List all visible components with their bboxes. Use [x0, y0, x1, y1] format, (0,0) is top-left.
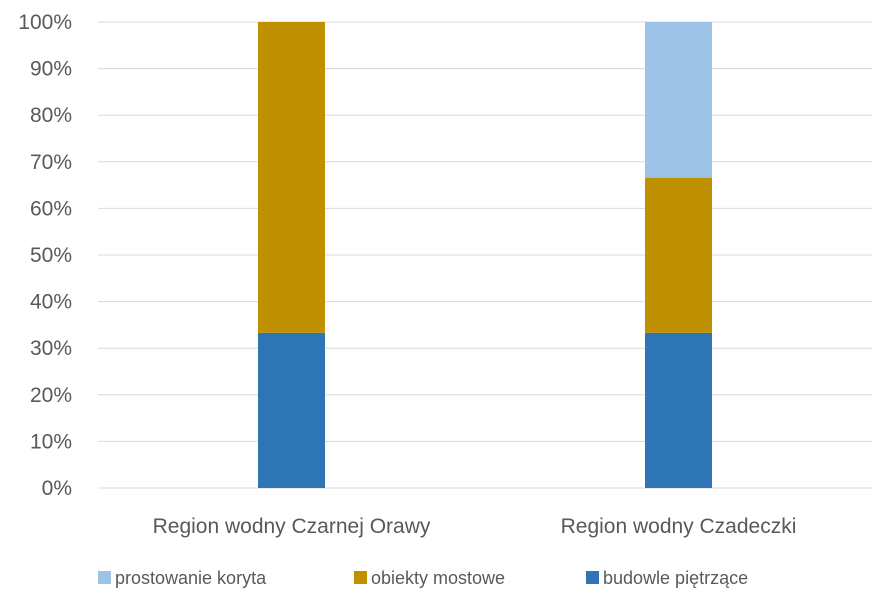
y-tick-label: 70%	[30, 151, 72, 174]
category-label: Region wodny Czadeczki	[561, 515, 797, 538]
y-tick-label: 80%	[30, 104, 72, 127]
category-label: Region wodny Czarnej Orawy	[153, 515, 431, 538]
legend: prostowanie koryta obiekty mostowe budowle…	[98, 568, 748, 588]
y-axis-tick-labels: 0% 10% 20% 30% 40% 50% 60% 70% 80% 90% 100%	[18, 11, 72, 500]
bar-segment-budowle-piętrzące	[645, 332, 712, 488]
x-axis-category-labels: Region wodny Czarnej Orawy Region wodny C…	[153, 515, 797, 538]
legend-label: budowle piętrzące	[603, 568, 748, 588]
bar-segment-prostowanie-koryta	[645, 22, 712, 178]
bars	[258, 22, 712, 488]
y-tick-label: 30%	[30, 337, 72, 360]
legend-swatch	[586, 571, 599, 584]
y-tick-label: 100%	[18, 11, 72, 34]
legend-swatch	[98, 571, 111, 584]
y-tick-label: 0%	[42, 477, 72, 500]
y-tick-label: 90%	[30, 58, 72, 81]
y-tick-label: 10%	[30, 430, 72, 453]
gridlines	[98, 21, 872, 489]
legend-label: prostowanie koryta	[115, 568, 267, 588]
y-tick-label: 20%	[30, 384, 72, 407]
legend-label: obiekty mostowe	[371, 568, 505, 588]
y-tick-label: 40%	[30, 291, 72, 314]
bar-segment-obiekty-mostowe	[258, 22, 325, 333]
bar-segment-obiekty-mostowe	[645, 177, 712, 333]
legend-swatch	[354, 571, 367, 584]
bar-segment-budowle-piętrzące	[258, 332, 325, 488]
y-tick-label: 60%	[30, 197, 72, 220]
y-tick-label: 50%	[30, 244, 72, 267]
